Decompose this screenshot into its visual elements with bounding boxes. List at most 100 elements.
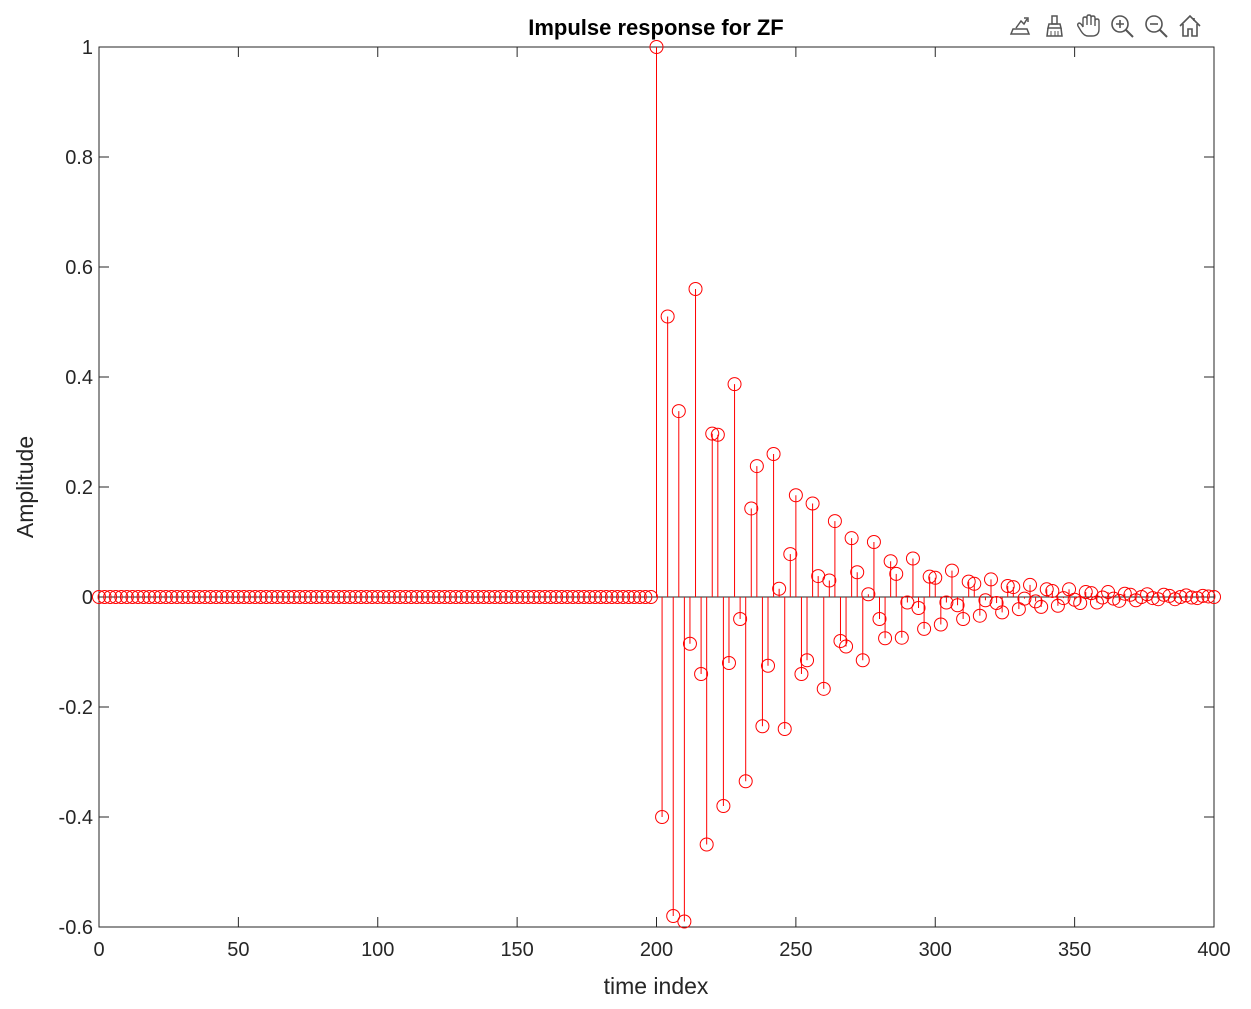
stem-marker [816, 681, 831, 696]
stem-marker [582, 590, 597, 604]
stem-marker [1123, 587, 1138, 602]
stem-marker [476, 590, 491, 604]
stem-marker [1017, 591, 1032, 606]
stem-marker [1023, 577, 1038, 592]
stem-marker [398, 590, 413, 604]
stem-marker [995, 605, 1010, 620]
zoom-in-button[interactable] [1106, 10, 1138, 42]
stem-marker [805, 496, 820, 511]
pan-button[interactable] [1072, 10, 1104, 42]
stem-marker [822, 573, 837, 588]
stem-marker [1095, 590, 1110, 605]
stem-marker [131, 590, 146, 604]
stem-marker [158, 590, 173, 604]
stem-marker [621, 590, 636, 604]
stem-marker [571, 590, 586, 604]
stem-marker [710, 427, 725, 442]
stem-marker [259, 590, 274, 604]
stem-marker [1195, 588, 1210, 603]
stem-marker [866, 535, 881, 549]
stem-marker [1190, 591, 1205, 606]
stem-marker [1145, 591, 1160, 606]
brush-button[interactable] [1038, 10, 1070, 42]
stem-marker [744, 501, 759, 516]
stem-series [92, 40, 1221, 929]
stem-marker [967, 576, 982, 591]
y-tick-label: 0.8 [65, 147, 93, 169]
stem-marker [370, 590, 385, 604]
stem-marker [1039, 582, 1054, 597]
stem-marker [387, 590, 402, 604]
stem-marker [493, 590, 508, 604]
stem-marker [181, 590, 196, 604]
stem-marker [905, 551, 920, 566]
stem-marker [1000, 579, 1015, 593]
stem-marker [465, 590, 480, 604]
stem-marker [1028, 594, 1043, 609]
stem-marker [381, 590, 396, 604]
stem-marker [1050, 598, 1065, 613]
stem-marker [264, 590, 279, 604]
stem-marker [984, 572, 998, 587]
y-tick-label: 0.4 [65, 367, 93, 389]
home-icon [1179, 14, 1201, 37]
stem-marker [1117, 586, 1132, 601]
stem-marker [320, 590, 335, 604]
stem-marker [214, 590, 229, 604]
export-button[interactable] [1004, 10, 1036, 42]
y-tick-label: 0.6 [65, 257, 93, 279]
stem-marker [978, 593, 993, 608]
stem-marker [554, 590, 569, 604]
stem-marker [755, 719, 770, 734]
stem-marker [894, 630, 909, 645]
stem-marker [632, 590, 647, 604]
stem-marker [1073, 596, 1088, 611]
y-axis: -0.6 -0.4 -0.2 0 0.2 0.4 0.6 0.8 1 [59, 37, 1214, 939]
stem-marker [604, 590, 619, 604]
stem-marker [749, 459, 764, 474]
stem-marker [365, 590, 380, 604]
axes: 0 50 100 150 200 250 300 350 400 -0.6 -0.4 -0.2 0 0.… [59, 37, 1231, 961]
stem-marker [393, 590, 408, 604]
stem-marker [772, 581, 787, 596]
stem-marker [593, 590, 608, 604]
stem-marker [521, 590, 536, 604]
stem-marker [800, 653, 815, 668]
stem-marker [861, 587, 876, 602]
stem-marker [1201, 589, 1216, 604]
stem-marker [225, 590, 240, 604]
stem-marker [404, 590, 419, 604]
stem-marker [878, 631, 893, 646]
chart-title: Impulse response for ZF [528, 15, 784, 40]
stem-marker [331, 590, 346, 604]
stem-marker [448, 590, 463, 604]
stem-marker [1179, 588, 1194, 603]
stem-marker [1207, 590, 1221, 604]
stem-marker [220, 590, 235, 604]
stem-marker [616, 590, 631, 604]
stem-marker [1112, 593, 1127, 608]
stem-marker [203, 590, 218, 604]
stem-marker [638, 590, 653, 604]
stem-marker [844, 531, 859, 546]
stem-marker [459, 590, 474, 604]
stem-marker [694, 667, 709, 681]
stem-marker [610, 590, 625, 604]
zoom-in-icon [1111, 15, 1134, 38]
stem-marker [186, 590, 201, 604]
stem-marker [850, 565, 865, 580]
stem-marker [872, 612, 887, 626]
stem-marker [426, 590, 441, 604]
pan-hand-icon [1076, 14, 1100, 37]
stem-marker [515, 590, 530, 604]
x-axis: 0 50 100 150 200 250 300 350 400 [93, 47, 1231, 961]
y-tick-label: -0.2 [59, 697, 93, 719]
stem-marker [526, 590, 541, 604]
stem-marker [164, 590, 179, 604]
x-tick-label: 0 [93, 939, 104, 961]
stem-marker [721, 656, 736, 670]
home-button[interactable] [1174, 10, 1206, 42]
zoom-out-button[interactable] [1140, 10, 1172, 42]
stem-marker [933, 617, 948, 632]
